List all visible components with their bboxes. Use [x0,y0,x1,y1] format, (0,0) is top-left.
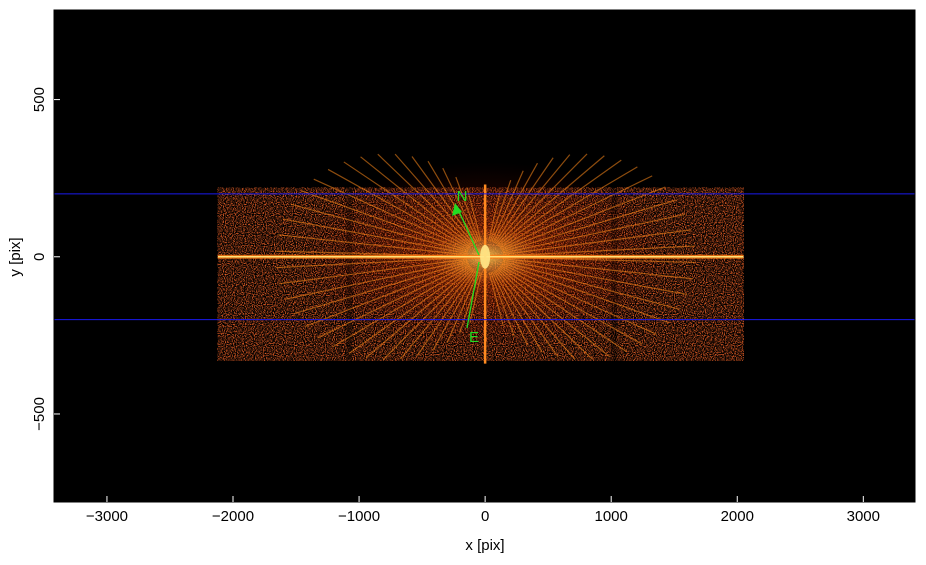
ray [500,264,643,345]
ray [285,259,468,300]
ray [416,270,477,357]
x-tick-label: −3000 [86,508,128,525]
ray [458,272,481,334]
ray [304,262,469,328]
ray [502,213,686,254]
ray [495,269,576,360]
x-tick-label: −1000 [338,508,380,525]
compass-label: N [457,188,468,205]
ray [499,166,638,249]
x-axis-label: x [pix] [465,537,504,554]
ray [327,168,471,249]
ray [499,265,627,353]
ray [394,153,475,245]
ray [382,268,474,361]
ray [399,269,475,360]
ray [466,187,482,242]
ray [317,263,470,339]
ray [488,272,504,327]
ray [492,162,539,243]
ray [494,269,559,358]
ray [348,266,472,354]
ray [427,160,478,243]
ray [360,156,473,247]
compass-arrow [456,206,480,256]
ray [275,257,468,269]
ray [502,258,693,280]
ray [301,190,469,252]
ray [365,267,473,359]
ray [495,154,571,245]
ray [498,159,622,248]
x-tick-label: −2000 [212,508,254,525]
ray [502,199,677,253]
ray [497,155,605,247]
x-tick-label: 3000 [847,508,880,525]
core [480,244,491,269]
ray [502,229,692,256]
compass-line [466,261,480,329]
x-tick-label: 0 [481,508,489,525]
ray [332,265,471,348]
ray [503,245,695,257]
y-tick-label: −500 [31,397,48,431]
ray [501,262,670,324]
y-axis-label: y [pix] [7,237,24,276]
ray [501,186,666,251]
compass-arrowhead [452,203,462,216]
ray [455,176,481,242]
plot-frame [53,9,916,503]
ray [496,153,588,246]
ray [491,271,529,346]
x-tick-label: 2000 [721,508,754,525]
ray [442,167,479,243]
ray [497,268,593,360]
ray [277,234,468,256]
ray [490,271,515,337]
ray [502,259,688,296]
image [54,153,915,364]
ray [494,157,554,244]
ray [432,270,478,351]
ray [502,260,680,310]
ray [290,203,469,253]
y-tick-label: 500 [31,87,48,112]
compass-label: E [469,329,479,346]
ray [446,271,480,344]
ray [488,190,501,242]
ray [498,267,611,358]
ray [278,258,468,285]
ray [377,153,474,246]
ray [489,179,512,242]
y-tick-label: 0 [31,253,48,261]
ray [500,263,657,335]
ray [343,161,472,248]
ray [313,178,470,251]
ray [469,272,483,323]
ray [493,270,543,353]
x-tick-label: 1000 [595,508,628,525]
ray [293,261,469,315]
ray [491,170,524,242]
ray [282,218,468,255]
ray [500,175,653,250]
ray [411,156,476,244]
